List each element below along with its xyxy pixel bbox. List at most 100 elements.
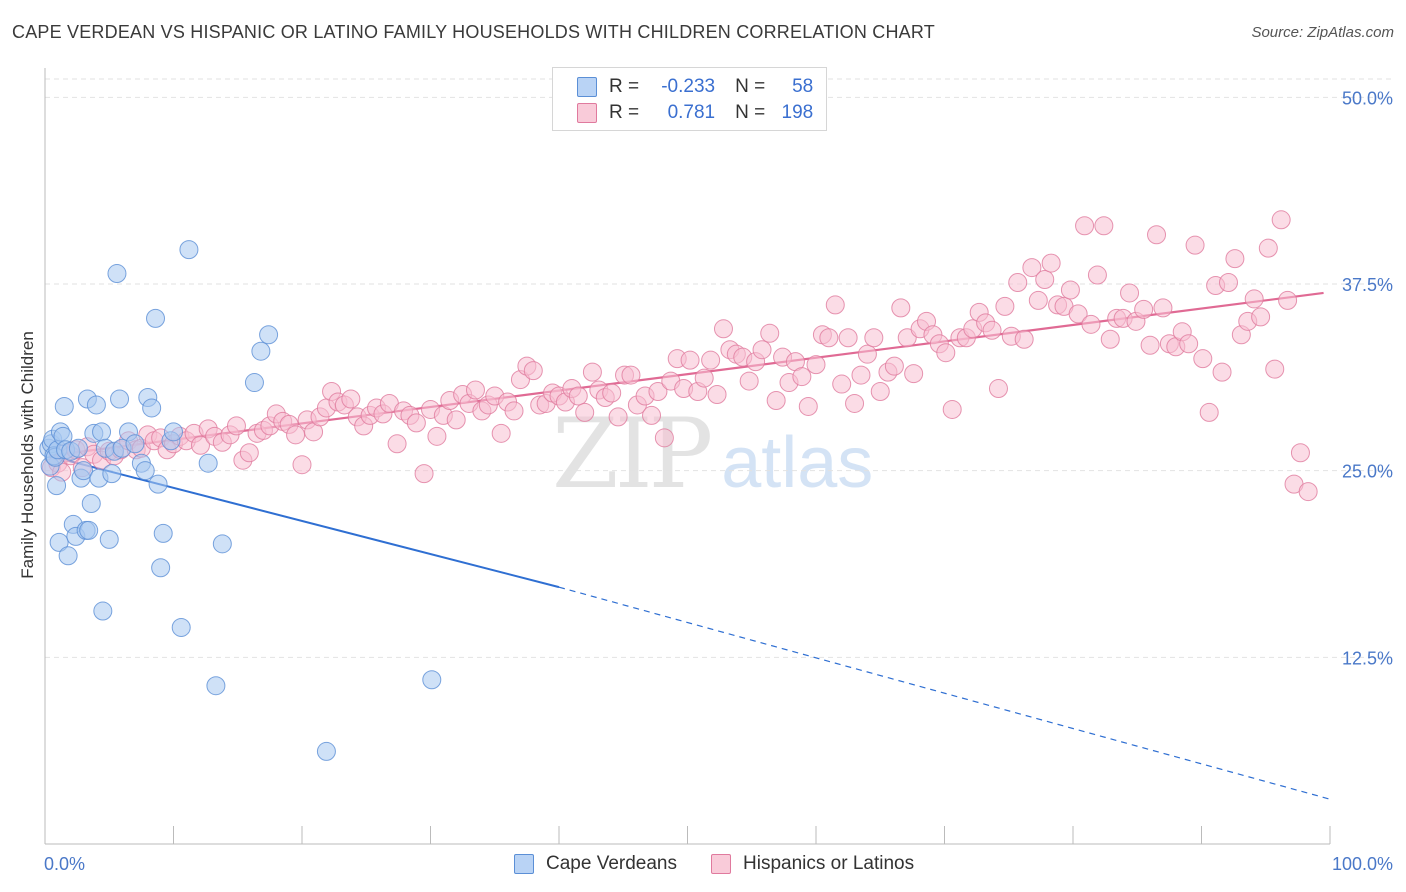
point-hispanic <box>752 340 772 360</box>
point-hispanic <box>760 323 780 343</box>
point-hispanic <box>1041 253 1061 273</box>
point-hispanic <box>642 405 662 425</box>
point-cape-verdean <box>74 461 94 481</box>
point-hispanic <box>1081 314 1101 334</box>
point-hispanic <box>1265 359 1285 379</box>
point-hispanic <box>1022 258 1042 278</box>
watermark-atlas: atlas <box>721 423 874 503</box>
trend-line-cape-verdean-extrapolated <box>558 586 1331 800</box>
point-hispanic <box>1087 265 1107 285</box>
point-hispanic <box>995 296 1015 316</box>
trend-line-cape-verdean <box>48 454 560 589</box>
point-hispanic <box>1060 280 1080 300</box>
point-hispanic <box>575 402 595 422</box>
point-hispanic <box>1244 289 1264 309</box>
point-hispanic <box>1179 334 1199 354</box>
point-cape-verdean <box>422 670 442 690</box>
point-hispanic <box>988 379 1008 399</box>
point-hispanic <box>891 298 911 318</box>
point-cape-verdean <box>259 325 279 345</box>
grid-lines <box>45 78 1393 658</box>
point-hispanic <box>286 425 306 445</box>
point-hispanic <box>190 435 210 455</box>
source-credit: Source: ZipAtlas.com <box>1251 24 1394 41</box>
point-hispanic <box>292 455 312 475</box>
point-cape-verdean <box>86 395 106 415</box>
point-cape-verdean <box>148 474 168 494</box>
point-cape-verdean <box>171 617 191 637</box>
point-hispanic <box>608 407 628 427</box>
point-hispanic <box>1008 273 1028 293</box>
bottom-legend-label: Cape Verdeans <box>546 853 677 874</box>
point-cape-verdean <box>49 532 69 552</box>
point-hispanic <box>1147 225 1167 245</box>
point-hispanic <box>1278 290 1298 310</box>
bottom-legend-cape-verdeans[interactable]: Cape Verdeans <box>514 852 677 876</box>
point-hispanic <box>857 344 877 364</box>
point-hispanic <box>491 423 511 443</box>
point-hispanic <box>1035 270 1055 290</box>
point-hispanic <box>832 374 852 394</box>
point-hispanic <box>582 362 602 382</box>
y-tick-label: 50.0% <box>1342 88 1393 108</box>
point-hispanic <box>602 383 622 403</box>
point-hispanic <box>1193 349 1213 369</box>
point-cape-verdean <box>179 240 199 260</box>
point-hispanic <box>465 380 485 400</box>
point-cape-verdean <box>110 389 130 409</box>
point-hispanic <box>446 410 466 430</box>
bottom-legend-label: Hispanics or Latinos <box>743 853 915 874</box>
point-hispanic <box>864 328 884 348</box>
point-cape-verdean <box>153 523 173 543</box>
point-hispanic <box>648 382 668 402</box>
chart-title: CAPE VERDEAN VS HISPANIC OR LATINO FAMIL… <box>12 22 935 42</box>
point-hispanic <box>1258 238 1278 258</box>
point-hispanic <box>1199 402 1219 422</box>
point-hispanic <box>523 361 543 381</box>
y-tick-label: 12.5% <box>1342 648 1393 668</box>
point-cape-verdean <box>92 422 112 442</box>
legend-row-hispanic: R = 0.781 N = 198 <box>577 101 813 125</box>
legend-n-label: N = <box>735 102 766 123</box>
point-hispanic <box>1298 482 1318 502</box>
point-hispanic <box>387 434 407 454</box>
legend-row-cape-verdean: R = -0.233 N = 58 <box>577 75 813 99</box>
point-hispanic <box>568 386 588 406</box>
point-cape-verdean <box>93 601 113 621</box>
bottom-legend-swatch-pink <box>711 854 731 874</box>
point-cape-verdean <box>125 434 145 454</box>
point-hispanic <box>406 413 426 433</box>
point-hispanic <box>1153 298 1173 318</box>
point-hispanic <box>819 328 839 348</box>
point-cape-verdean <box>251 341 271 361</box>
point-hispanic <box>654 428 674 448</box>
bottom-legend-hispanics[interactable]: Hispanics or Latinos <box>711 852 914 876</box>
y-axis-label: Family Households with Children <box>18 331 37 579</box>
point-cape-verdean <box>135 461 155 481</box>
point-hispanic <box>414 464 434 484</box>
point-hispanic <box>904 364 924 384</box>
point-hispanic <box>1014 329 1034 349</box>
point-cape-verdean <box>146 308 166 328</box>
point-cape-verdean <box>151 558 171 578</box>
legend-r-label: R = <box>609 102 640 123</box>
point-cape-verdean <box>316 741 336 761</box>
point-hispanic <box>838 328 858 348</box>
point-hispanic <box>707 385 727 405</box>
point-cape-verdean <box>244 373 264 393</box>
point-hispanic <box>942 399 962 419</box>
legend-n-value: 58 <box>792 76 814 97</box>
point-hispanic <box>621 365 641 385</box>
point-hispanic <box>825 295 845 315</box>
bottom-legend-swatch-blue <box>514 854 534 874</box>
point-hispanic <box>680 350 700 370</box>
point-cape-verdean <box>142 398 162 418</box>
x-tick-label-max: 100.0% <box>1332 854 1393 874</box>
point-cape-verdean <box>107 264 127 284</box>
point-hispanic <box>1271 210 1291 230</box>
point-hispanic <box>427 426 447 446</box>
point-hispanic <box>1290 443 1310 463</box>
legend-n-label: N = <box>735 76 766 97</box>
point-hispanic <box>1028 290 1048 310</box>
